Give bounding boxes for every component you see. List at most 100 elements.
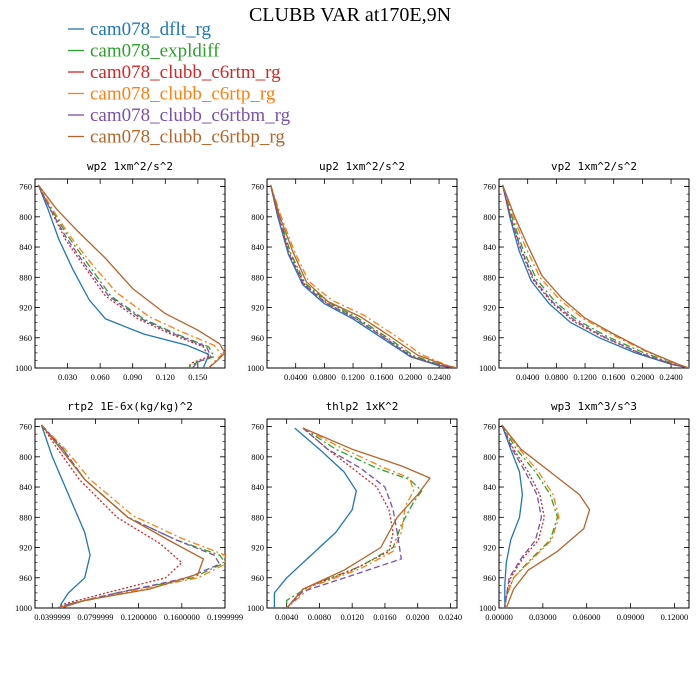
y-tick-label: 920 bbox=[251, 543, 264, 553]
series-line bbox=[40, 424, 91, 608]
y-tick-label: 800 bbox=[251, 212, 264, 222]
x-tick-label: 0.03000 bbox=[529, 612, 557, 622]
y-tick-label: 800 bbox=[483, 452, 496, 462]
y-tick-label: 920 bbox=[19, 303, 32, 313]
y-tick-label: 960 bbox=[483, 573, 496, 583]
legend-entry: cam078_clubb_c6rtp_rg bbox=[68, 84, 276, 105]
legend-label: cam078_clubb_c6rtbm_rg bbox=[90, 105, 291, 126]
y-tick-label: 960 bbox=[251, 333, 264, 343]
y-tick-label: 760 bbox=[19, 182, 32, 192]
x-tick-label: 0.1200000 bbox=[121, 612, 157, 622]
legend-entry: cam078_clubb_c6rtm_rg bbox=[68, 62, 281, 83]
legend-label: cam078_clubb_c6rtp_rg bbox=[90, 84, 276, 105]
series-line bbox=[269, 184, 457, 368]
x-tick-label: 0.2400 bbox=[659, 372, 682, 382]
series-line bbox=[41, 424, 221, 608]
series-line bbox=[41, 424, 225, 608]
x-tick-label: 0.1200 bbox=[573, 372, 596, 382]
x-tick-label: 0.09000 bbox=[617, 612, 645, 622]
y-tick-label: 920 bbox=[251, 303, 264, 313]
y-tick-label: 960 bbox=[483, 333, 496, 343]
plot-frame bbox=[266, 178, 458, 369]
x-tick-label: 0.1600000 bbox=[164, 612, 200, 622]
series-line bbox=[269, 184, 457, 368]
x-tick-label: 0.0240 bbox=[439, 612, 462, 622]
panel: wp2 1xm^2/s^2 760 800 840 880 920 960 1000 0.030… bbox=[15, 160, 226, 382]
series-line bbox=[501, 184, 689, 368]
y-tick-label: 920 bbox=[483, 543, 496, 553]
x-tick-label: 0.00000 bbox=[485, 612, 513, 622]
series-line bbox=[501, 424, 545, 608]
y-tick-label: 960 bbox=[19, 573, 32, 583]
panel-title: up2 1xm^2/s^2 bbox=[319, 160, 405, 173]
y-tick-label: 1000 bbox=[247, 363, 264, 373]
series-line bbox=[37, 184, 210, 368]
y-tick-label: 840 bbox=[19, 482, 32, 492]
y-tick-label: 840 bbox=[483, 482, 496, 492]
y-tick-label: 960 bbox=[251, 573, 264, 583]
series-line bbox=[37, 184, 223, 368]
series-line bbox=[37, 184, 210, 368]
series-line bbox=[286, 427, 402, 608]
x-tick-label: 0.0800 bbox=[545, 372, 568, 382]
y-tick-label: 760 bbox=[19, 422, 32, 432]
panel: rtp2 1E-6x(kg/kg)^2 760 800 840 880 920 960 100… bbox=[15, 400, 243, 622]
x-tick-label: 0.0799999 bbox=[77, 612, 113, 622]
y-tick-label: 840 bbox=[251, 242, 264, 252]
x-tick-label: 0.0399999 bbox=[34, 612, 70, 622]
x-tick-label: 0.0120 bbox=[340, 612, 363, 622]
x-tick-label: 0.2000 bbox=[631, 372, 654, 382]
series-line bbox=[501, 184, 689, 368]
panel: thlp2 1xK^2 760 800 840 880 920 960 1000 0.0040 0… bbox=[247, 400, 462, 622]
series-line bbox=[269, 184, 457, 368]
x-tick-label: 0.030 bbox=[58, 372, 77, 382]
y-tick-label: 1000 bbox=[247, 603, 264, 613]
y-tick-label: 880 bbox=[483, 272, 496, 282]
y-tick-label: 760 bbox=[483, 182, 496, 192]
y-tick-label: 880 bbox=[483, 512, 496, 522]
series-line bbox=[37, 184, 215, 368]
x-tick-label: 0.0800 bbox=[313, 372, 336, 382]
panel: vp2 1xm^2/s^2 760 800 840 880 920 960 1000 0.040… bbox=[479, 160, 690, 382]
y-tick-label: 1000 bbox=[479, 603, 496, 613]
x-tick-label: 0.2400 bbox=[427, 372, 450, 382]
series-line bbox=[501, 184, 689, 368]
series-line bbox=[273, 427, 357, 608]
plot-frame bbox=[34, 418, 226, 609]
series-line bbox=[286, 427, 394, 608]
y-tick-label: 880 bbox=[251, 272, 264, 282]
legend-entry: cam078_expldiff bbox=[68, 41, 220, 62]
y-tick-label: 920 bbox=[483, 303, 496, 313]
panels: wp2 1xm^2/s^2 760 800 840 880 920 960 1000 0.030… bbox=[15, 160, 690, 622]
series-line bbox=[286, 427, 431, 608]
plot-frame bbox=[498, 178, 690, 369]
y-tick-label: 800 bbox=[19, 212, 32, 222]
x-tick-label: 0.0400 bbox=[516, 372, 539, 382]
y-tick-label: 760 bbox=[251, 422, 264, 432]
legend-entry: cam078_dflt_rg bbox=[68, 19, 212, 40]
x-tick-label: 0.1200 bbox=[341, 372, 364, 382]
legend-entry: cam078_clubb_c6rtbm_rg bbox=[68, 105, 291, 126]
series-line bbox=[501, 424, 524, 608]
panel: wp3 1xm^3/s^3 760 800 840 880 920 960 10000.000… bbox=[479, 400, 690, 622]
legend-entry: cam078_clubb_c6rtbp_rg bbox=[68, 127, 285, 148]
x-tick-label: 0.0160 bbox=[373, 612, 396, 622]
series-line bbox=[40, 424, 205, 608]
y-tick-label: 840 bbox=[483, 242, 496, 252]
series-line bbox=[501, 424, 559, 608]
series-line bbox=[501, 184, 689, 368]
panel: up2 1xm^2/s^2 760 800 840 880 920 960 1000 0.040… bbox=[247, 160, 458, 382]
x-tick-label: 0.1999999 bbox=[207, 612, 243, 622]
panel-title: wp2 1xm^2/s^2 bbox=[87, 160, 173, 173]
x-tick-label: 0.0040 bbox=[275, 612, 298, 622]
x-tick-label: 0.12000 bbox=[661, 612, 689, 622]
x-tick-label: 0.1600 bbox=[602, 372, 625, 382]
panel-title: rtp2 1E-6x(kg/kg)^2 bbox=[67, 400, 193, 413]
x-tick-label: 0.0200 bbox=[406, 612, 429, 622]
panel-title: thlp2 1xK^2 bbox=[326, 400, 399, 413]
x-tick-label: 0.090 bbox=[123, 372, 142, 382]
series-line bbox=[41, 424, 225, 608]
y-tick-label: 920 bbox=[19, 543, 32, 553]
x-tick-label: 0.120 bbox=[156, 372, 175, 382]
